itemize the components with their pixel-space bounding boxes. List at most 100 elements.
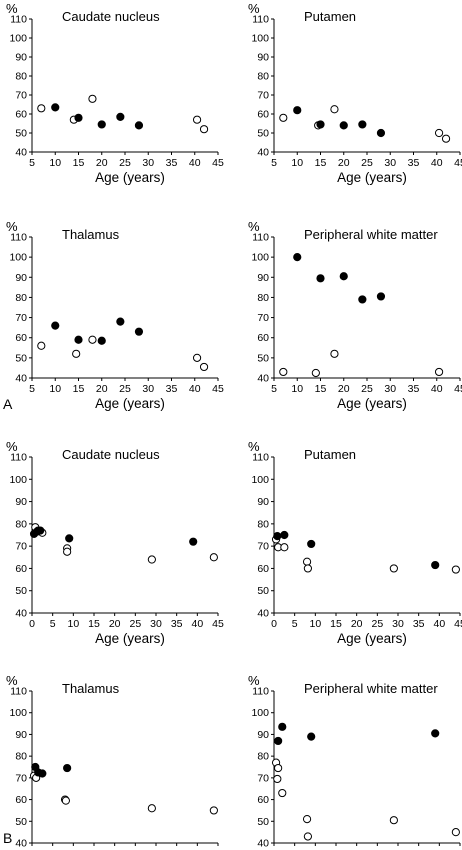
y-tick-label: 80: [257, 751, 269, 763]
x-tick-label: 35: [166, 383, 178, 395]
panel-label-a: A: [3, 396, 13, 412]
y-tick-label: 80: [15, 292, 27, 304]
x-tick-label: 40: [191, 848, 203, 850]
x-tick-label: 30: [150, 848, 162, 850]
chart-title: Putamen: [304, 447, 356, 462]
data-point-open: [278, 788, 287, 798]
data-point-filled: [63, 763, 72, 773]
y-axis-label: %: [6, 439, 18, 454]
x-tick-label: 20: [96, 157, 108, 169]
y-tick-label: 50: [15, 352, 27, 364]
x-tick-label: 10: [309, 848, 321, 850]
y-tick-label: 70: [257, 772, 269, 784]
y-tick-label: 50: [257, 816, 269, 828]
chart-7: 40 50 60 70 80 90 100 110 0 5 10 15 20 25 30 35 40 45% Tha…: [6, 673, 224, 850]
data-point-open: [88, 94, 97, 103]
y-tick-label: 100: [251, 33, 269, 45]
x-tick-label: 25: [129, 848, 141, 850]
y-tick-label: 110: [252, 14, 269, 26]
y-tick-label: 50: [15, 585, 27, 597]
x-tick-label: 35: [408, 157, 420, 169]
data-point-open: [37, 104, 46, 113]
y-tick-label: 50: [257, 128, 269, 140]
data-point-open: [279, 367, 288, 377]
y-tick-label: 70: [257, 90, 269, 102]
y-tick-label: 40: [257, 838, 269, 850]
chart-8: 40 50 60 70 80 90 100 110 0 5 10 15 20 25 30 35 40 45% Per…: [248, 673, 462, 850]
data-point-filled: [51, 321, 60, 330]
y-tick-label: 100: [9, 252, 27, 264]
x-tick-label: 30: [142, 157, 154, 169]
data-point-open: [192, 115, 202, 124]
data-point-open: [389, 816, 398, 825]
y-tick-label: 60: [257, 332, 269, 344]
data-point-filled: [339, 272, 348, 281]
chart-4: 40 50 60 70 80 90 100 110 5 10 15 20 25 30 35 40 45% Peri…: [248, 219, 462, 411]
y-tick-label: 110: [252, 232, 269, 244]
x-tick-label: 40: [431, 383, 443, 395]
x-axis-label: Age (years): [337, 396, 407, 411]
x-tick-label: 35: [413, 848, 425, 850]
data-point-filled: [274, 736, 283, 746]
data-point-filled: [316, 120, 325, 129]
data-point-open: [441, 134, 451, 143]
x-tick-label: 0: [29, 848, 35, 850]
data-point-open: [147, 804, 156, 813]
y-tick-label: 60: [15, 563, 27, 575]
data-point-open: [451, 565, 460, 574]
x-tick-label: 30: [392, 618, 404, 630]
y-tick-label: 70: [257, 312, 269, 324]
chart-title: Peripheral white matter: [304, 227, 438, 242]
x-tick-label: 20: [109, 848, 121, 850]
x-tick-label: 45: [212, 157, 224, 169]
data-point-open: [192, 353, 202, 362]
y-tick-label: 80: [15, 751, 27, 763]
x-tick-label: 40: [189, 383, 201, 395]
y-tick-label: 100: [251, 707, 269, 719]
x-tick-label: 35: [413, 618, 425, 630]
x-tick-label: 20: [96, 383, 108, 395]
x-tick-label: 20: [338, 383, 350, 395]
data-point-filled: [358, 295, 367, 304]
data-point-filled: [116, 317, 125, 326]
x-tick-label: 10: [291, 383, 303, 395]
data-point-filled: [431, 729, 440, 738]
data-point-filled: [189, 537, 198, 546]
y-tick-label: 40: [15, 608, 27, 620]
y-axis-label: %: [248, 673, 260, 688]
x-tick-label: 20: [109, 618, 121, 630]
data-point-filled: [97, 336, 106, 345]
y-tick-label: 50: [257, 352, 269, 364]
y-tick-label: 40: [15, 147, 27, 159]
x-tick-label: 45: [212, 383, 224, 395]
x-tick-label: 30: [150, 618, 162, 630]
y-tick-label: 110: [252, 686, 269, 698]
x-tick-label: 20: [338, 157, 350, 169]
y-tick-label: 80: [257, 292, 269, 304]
y-tick-label: 40: [15, 373, 27, 385]
data-point-open: [37, 341, 46, 350]
x-axis-label: Age (years): [337, 170, 407, 185]
y-tick-label: 90: [257, 729, 269, 741]
chart-2: 40 50 60 70 80 90 100 110 5 10 15 20 25 30 35 40 45% Puta…: [248, 1, 462, 185]
y-tick-label: 90: [15, 496, 27, 508]
x-tick-label: 25: [361, 157, 373, 169]
data-point-open: [330, 349, 339, 358]
y-axis-label: %: [248, 439, 260, 454]
y-tick-label: 80: [15, 518, 27, 530]
data-point-filled: [293, 106, 302, 115]
data-point-filled: [431, 560, 440, 570]
data-point-filled: [376, 292, 386, 301]
chart-3: 40 50 60 70 80 90 100 110 5 10 15 20 25 30 35 40 45% Thal…: [6, 219, 224, 411]
y-tick-label: 110: [10, 686, 27, 698]
data-point-open: [199, 125, 209, 134]
y-tick-label: 110: [252, 452, 269, 464]
x-tick-label: 40: [433, 618, 445, 630]
data-point-filled: [273, 532, 282, 541]
y-tick-label: 80: [15, 71, 27, 83]
x-tick-label: 15: [88, 618, 100, 630]
data-point-open: [434, 367, 444, 377]
y-axis-label: %: [6, 1, 18, 16]
y-tick-label: 90: [257, 52, 269, 64]
